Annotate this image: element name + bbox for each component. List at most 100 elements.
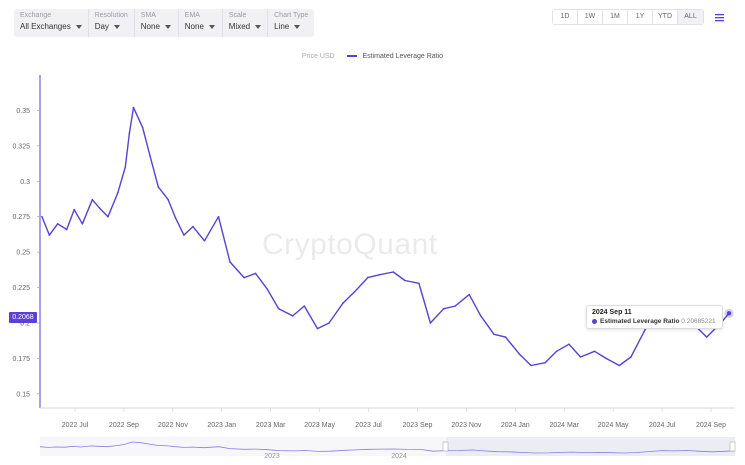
data-point — [117, 191, 119, 194]
x-tick-label: 2024 Jan — [501, 422, 530, 429]
sma-label: SMA — [140, 12, 156, 19]
chart-type-value: Line — [274, 22, 290, 31]
data-point — [544, 361, 546, 364]
x-tick-label: 2023 May — [304, 422, 335, 429]
range-1d-button[interactable]: 1D — [553, 10, 578, 24]
data-point — [266, 288, 269, 290]
legend-swatch — [346, 55, 357, 58]
data-point — [555, 350, 558, 353]
scale-value: Mixed — [228, 22, 251, 31]
data-point — [56, 223, 59, 225]
data-point — [41, 215, 43, 218]
data-point — [229, 261, 231, 263]
chevron-down-icon — [294, 24, 301, 29]
x-tick-label: 2024 Mar — [549, 422, 579, 429]
exchange-value: All Exchanges — [20, 22, 71, 31]
tooltip-date: 2024 Sep 11 — [592, 309, 632, 316]
legend-item-leverage[interactable]: Estimated Leverage Ratio — [362, 53, 444, 60]
data-point — [493, 333, 495, 336]
hamburger-menu-icon — [714, 13, 724, 21]
data-point — [149, 155, 151, 157]
data-point — [73, 208, 75, 211]
data-point — [705, 336, 708, 338]
data-point — [128, 132, 131, 134]
scale-select[interactable]: Scale Mixed — [223, 9, 269, 37]
range-all-button[interactable]: ALL — [678, 10, 703, 24]
data-point — [442, 308, 445, 310]
x-tick-label: 2023 Mar — [256, 422, 286, 429]
y-tick-label: 0.325 — [12, 143, 30, 150]
resolution-label: Resolution — [94, 12, 128, 19]
data-point — [217, 215, 220, 218]
data-point — [81, 223, 84, 225]
chevron-down-icon — [255, 24, 262, 29]
ema-select[interactable]: EMA None — [179, 9, 223, 37]
resolution-select[interactable]: Resolution Day — [89, 9, 135, 37]
chart-legend: Price USD Estimated Leverage Ratio — [0, 53, 745, 60]
scale-label: Scale — [228, 12, 247, 19]
menu-button[interactable] — [710, 9, 728, 25]
navigator-series-line — [39, 441, 736, 454]
x-tick-label: 2022 Sep — [109, 422, 139, 429]
data-point — [454, 305, 457, 307]
range-1w-button[interactable]: 1W — [578, 10, 603, 24]
data-point — [174, 217, 177, 219]
data-point — [530, 364, 532, 367]
x-tick-label: 2023 Jul — [355, 422, 382, 429]
x-tick-label: 2023 Jan — [207, 422, 236, 429]
exchange-label: Exchange — [20, 12, 52, 19]
x-tick-label: 2024 Jul — [649, 422, 676, 429]
data-point — [124, 166, 127, 168]
data-point — [342, 302, 344, 304]
data-point — [65, 228, 68, 231]
ema-value: None — [184, 22, 204, 31]
navigator-tick-label: 2023 — [264, 453, 280, 460]
sma-value: None — [140, 22, 160, 31]
navigator-handle-left — [442, 441, 449, 452]
data-point — [404, 279, 406, 282]
y-tick-label: 0.275 — [12, 214, 30, 221]
data-point — [48, 234, 51, 236]
x-tick-label: 2022 Jul — [62, 422, 89, 429]
data-point — [429, 322, 432, 324]
data-point — [291, 315, 294, 317]
series-dot-icon — [592, 318, 597, 324]
x-tick-label: 2024 May — [598, 422, 629, 429]
y-tick-label: 0.15 — [16, 391, 30, 398]
data-point — [630, 356, 632, 358]
data-point — [277, 308, 280, 310]
data-point — [504, 336, 507, 338]
range-selector: 1D 1W 1M 1Y YTD ALL — [552, 9, 704, 25]
data-point — [480, 315, 482, 317]
data-point — [243, 276, 245, 279]
data-point — [192, 225, 194, 228]
legend-item-price[interactable]: Price USD — [301, 53, 335, 60]
hover-marker — [726, 311, 732, 316]
chart-toolbar: Exchange All Exchanges Resolution Day SM… — [14, 9, 315, 37]
range-ytd-button[interactable]: YTD — [653, 10, 678, 24]
data-point — [98, 207, 101, 209]
tooltip-series: Estimated Leverage Ratio — [600, 318, 680, 325]
y-tick-label: 0.2 — [20, 320, 30, 327]
range-1y-button[interactable]: 1Y — [628, 10, 653, 24]
data-point — [203, 240, 206, 242]
data-point — [378, 274, 381, 276]
data-point — [132, 106, 135, 109]
tooltip-value: 0.20685221 — [681, 318, 716, 325]
data-point — [141, 126, 144, 129]
data-point — [579, 356, 582, 358]
data-point — [316, 327, 319, 330]
exchange-select[interactable]: Exchange All Exchanges — [14, 9, 89, 37]
x-tick-label: 2024 Sep — [696, 422, 726, 429]
ema-label: EMA — [184, 12, 200, 19]
chart-type-select[interactable]: Chart Type Line — [268, 9, 314, 37]
data-point — [593, 350, 596, 353]
data-point — [183, 234, 185, 236]
data-point — [91, 198, 94, 201]
sma-select[interactable]: SMA None — [135, 9, 179, 37]
chevron-down-icon — [208, 24, 215, 29]
data-point — [644, 329, 646, 331]
navigator-handle-right — [729, 441, 736, 452]
range-1m-button[interactable]: 1M — [603, 10, 628, 24]
